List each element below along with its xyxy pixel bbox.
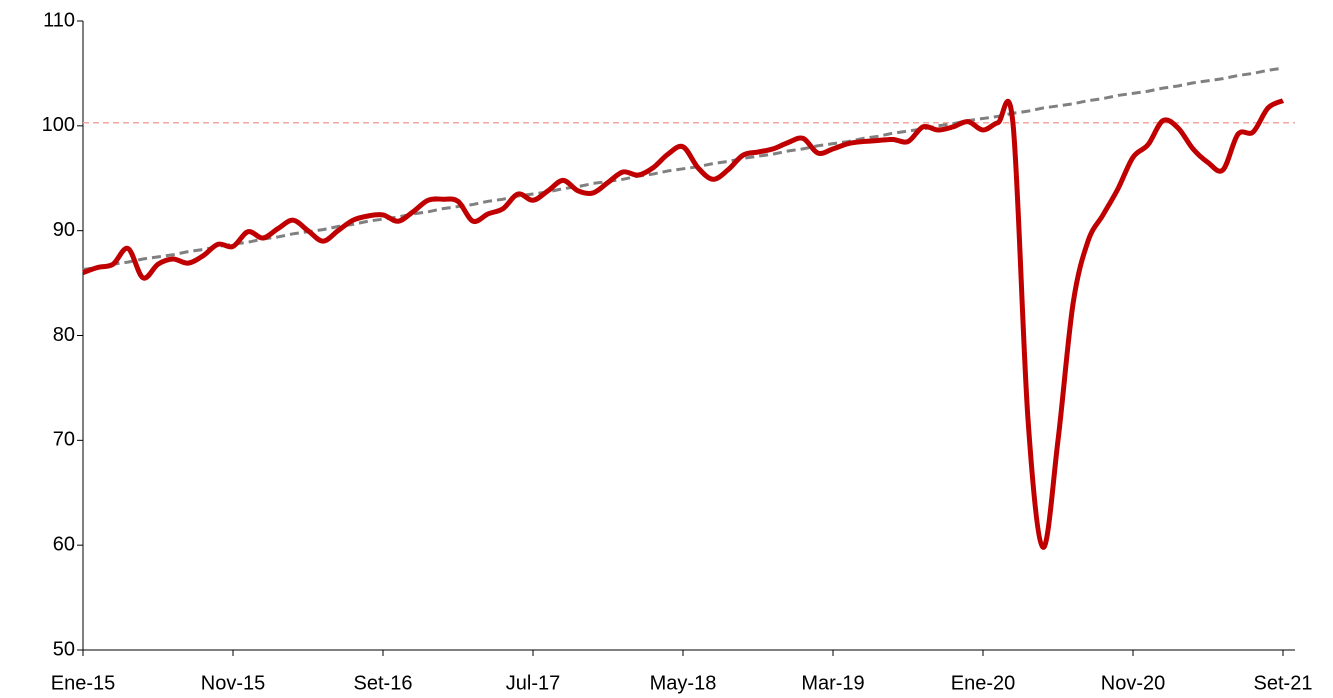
y-tick-label: 90 [53, 219, 75, 241]
x-tick-label: Ene-20 [951, 672, 1016, 694]
x-tick-label: Nov-20 [1101, 672, 1165, 694]
x-tick-label: Ene-15 [51, 672, 116, 694]
y-tick-label: 60 [53, 533, 75, 555]
line-series [82, 66, 1284, 271]
x-tick-label: Set-21 [1254, 672, 1313, 694]
y-tick-label: 70 [53, 429, 75, 451]
x-tick-label: Set-16 [354, 672, 413, 694]
x-tick-label: Nov-15 [201, 672, 265, 694]
x-tick-label: Jul-17 [506, 672, 560, 694]
y-tick-label: 80 [53, 324, 75, 346]
x-tick-label: Mar-19 [801, 672, 864, 694]
y-tick-label: 110 [43, 9, 75, 31]
x-tick-label: May-18 [650, 672, 717, 694]
line-series [82, 98, 1285, 550]
y-tick-label: 50 [53, 638, 75, 660]
y-tick-label: 100 [42, 114, 75, 136]
